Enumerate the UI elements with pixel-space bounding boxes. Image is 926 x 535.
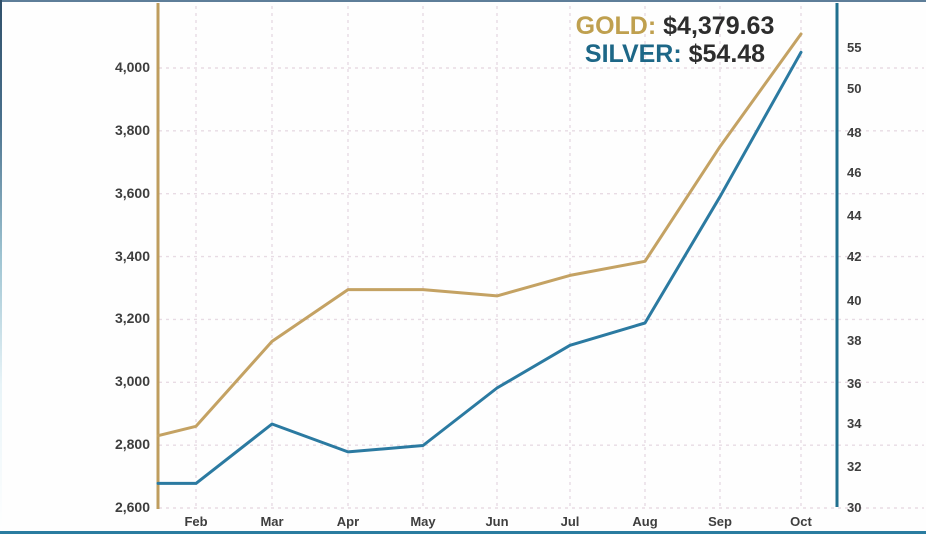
right-axis-tick-label: 34 xyxy=(847,416,862,431)
left-axis-tick-label: 3,400 xyxy=(114,247,150,264)
legend-silver-value: $54.48 xyxy=(688,40,766,68)
left-axis-tick-label: 2,800 xyxy=(114,436,150,453)
left-axis-tick-label: 2,600 xyxy=(114,499,150,515)
bottom-axis-line xyxy=(0,531,926,534)
x-axis-month-label: Sep xyxy=(708,514,732,529)
top-border xyxy=(0,0,926,2)
series-line-gold xyxy=(156,32,803,438)
right-axis-tick-label: 32 xyxy=(847,459,862,474)
left-axis-tick-label: 3,600 xyxy=(114,184,150,201)
legend-silver-row: SILVER: $54.48 xyxy=(550,40,800,68)
right-axis-tick-label: 44 xyxy=(847,208,862,223)
right-axis-tick-label: 40 xyxy=(847,293,862,308)
x-axis-month-label: Apr xyxy=(336,514,360,529)
series-line-silver xyxy=(156,50,803,485)
legend-gold-row: GOLD: $4,379.63 xyxy=(550,12,800,40)
left-axis-tick-label: 3,800 xyxy=(114,121,150,138)
left-border xyxy=(0,0,2,535)
x-axis-month-label: Feb xyxy=(184,514,208,529)
legend-gold-value: $4,379.63 xyxy=(663,12,775,40)
x-axis-month-label: May xyxy=(410,514,436,529)
right-axis-tick-label: 38 xyxy=(847,333,862,348)
right-axis-tick-label: 55 xyxy=(847,40,862,55)
legend-silver-label: SILVER: xyxy=(584,40,682,68)
right-axis-tick-label: 42 xyxy=(847,249,862,264)
x-axis-month-label: Mar xyxy=(260,514,284,529)
left-axis-tick-label: 3,000 xyxy=(114,373,150,390)
right-axis-tick-label: 50 xyxy=(847,81,862,96)
x-axis-month-label: Aug xyxy=(632,514,658,529)
x-axis-month-label: Jun xyxy=(485,514,509,529)
right-axis-tick-label: 46 xyxy=(847,165,862,180)
right-axis-tick-label: 36 xyxy=(847,376,862,391)
right-axis-tick-label: 30 xyxy=(847,500,862,515)
x-axis-month-label: Jul xyxy=(560,514,580,529)
chart-legend: GOLD: $4,379.63 SILVER: $54.48 xyxy=(550,12,800,68)
x-axis-month-label: Oct xyxy=(790,514,812,529)
left-axis-tick-label: 3,200 xyxy=(114,310,150,327)
legend-gold-label: GOLD: xyxy=(575,12,657,40)
left-axis-tick-label: 4,000 xyxy=(114,59,150,75)
right-axis-tick-label: 48 xyxy=(847,125,862,140)
